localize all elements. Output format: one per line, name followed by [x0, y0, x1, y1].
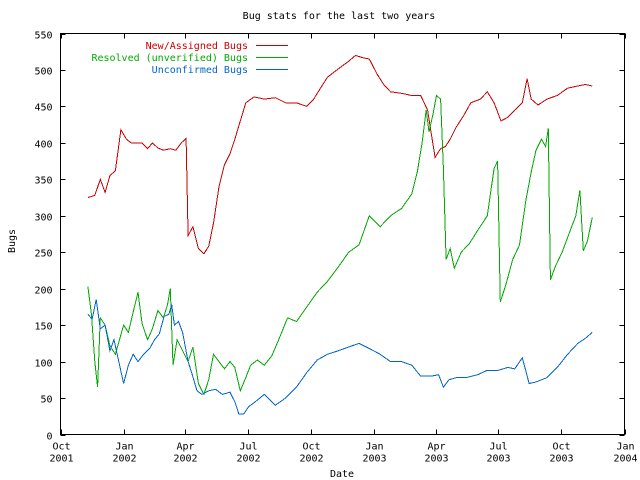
y-axis-ticks: 0 50 100 150 200 250 300 350 400 450 500 550	[34, 31, 625, 443]
x-tick-label-year: 2003	[362, 454, 386, 465]
x-tick-label-year: 2003	[549, 454, 573, 465]
series-line-1	[87, 54, 593, 255]
x-tick-label-month: Jan	[115, 442, 133, 453]
legend-label-3: Unconfirmed Bugs	[152, 65, 248, 76]
x-tick-label-month: Apr	[427, 442, 445, 453]
x-tick-label-year: 2003	[424, 454, 448, 465]
x-tick-label-year: 2001	[49, 454, 73, 465]
x-tick-label-month: Jan	[365, 442, 383, 453]
series-line-2	[87, 94, 593, 396]
x-tick-label-year: 2002	[299, 454, 323, 465]
y-tick-label: 100	[34, 359, 52, 370]
y-tick-label: 300	[34, 213, 52, 224]
x-axis-label: Date	[330, 469, 354, 480]
y-tick-label: 200	[34, 286, 52, 297]
x-tick-label-month: Oct	[302, 442, 320, 453]
y-tick-label: 450	[34, 103, 52, 114]
x-tick-label-month: Jul	[239, 442, 257, 453]
plot-frame	[60, 33, 625, 435]
y-tick-label: 550	[34, 31, 52, 42]
series-layer	[87, 54, 593, 415]
x-tick-label-year: 2002	[173, 454, 197, 465]
y-axis-label: Bugs	[7, 229, 18, 253]
y-tick-label: 150	[34, 322, 52, 333]
legend-label-1: New/Assigned Bugs	[146, 41, 248, 52]
x-tick-label-month: Oct	[552, 442, 570, 453]
x-tick-label-month: Oct	[52, 442, 70, 453]
x-tick-label-month: Apr	[176, 442, 194, 453]
y-tick-label: 400	[34, 140, 52, 151]
y-tick-label: 350	[34, 176, 52, 187]
legend-label-2: Resolved (unverified) Bugs	[91, 53, 248, 64]
x-tick-label-year: 2002	[236, 454, 260, 465]
chart-title: Bug stats for the last two years	[243, 11, 436, 22]
x-tick-label-year: 2003	[486, 454, 510, 465]
x-axis-ticks: Oct2001Jan2002Apr2002Jul2002Oct2002Jan20…	[49, 33, 638, 465]
x-tick-label-year: 2002	[112, 454, 136, 465]
x-tick-label-month: Jul	[489, 442, 507, 453]
y-tick-label: 50	[40, 395, 52, 406]
x-tick-label-year: 2004	[613, 454, 637, 465]
y-tick-label: 500	[34, 67, 52, 78]
x-tick-label-month: Jan	[616, 442, 634, 453]
y-tick-label: 0	[46, 432, 52, 443]
y-tick-label: 250	[34, 249, 52, 260]
series-line-3	[87, 299, 593, 415]
